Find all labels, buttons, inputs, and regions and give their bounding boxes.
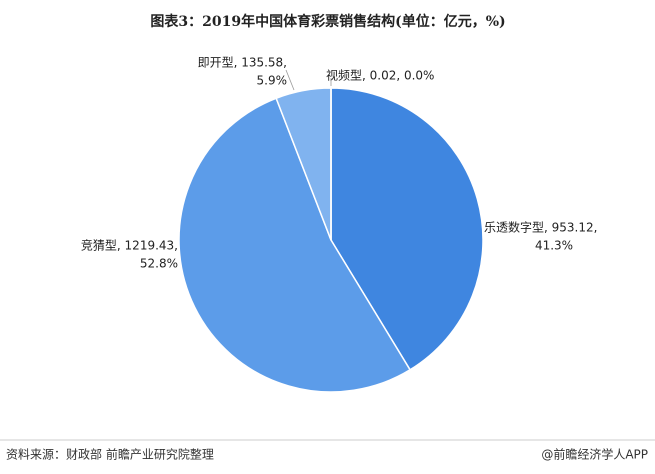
leader-line <box>285 69 295 91</box>
data-label: 5.9% <box>257 74 288 88</box>
credit: @前瞻经济学人APP <box>541 447 648 462</box>
pie-slice <box>178 97 412 393</box>
data-label: 41.3% <box>535 239 573 253</box>
data-label: 52.8% <box>140 257 178 271</box>
pie-slice <box>330 87 484 371</box>
data-label: 即开型, 135.58, <box>198 56 287 70</box>
chart-title: 图表3：2019年中国体育彩票销售结构(单位：亿元，%) <box>150 13 505 30</box>
data-label: 乐透数字型, 953.12, <box>484 220 597 235</box>
source: 资料来源：财政部 前瞻产业研究院整理 <box>6 447 214 462</box>
data-label: 竞猜型, 1219.43, <box>81 239 178 253</box>
data-label: 视频型, 0.02, 0.0% <box>326 68 434 83</box>
